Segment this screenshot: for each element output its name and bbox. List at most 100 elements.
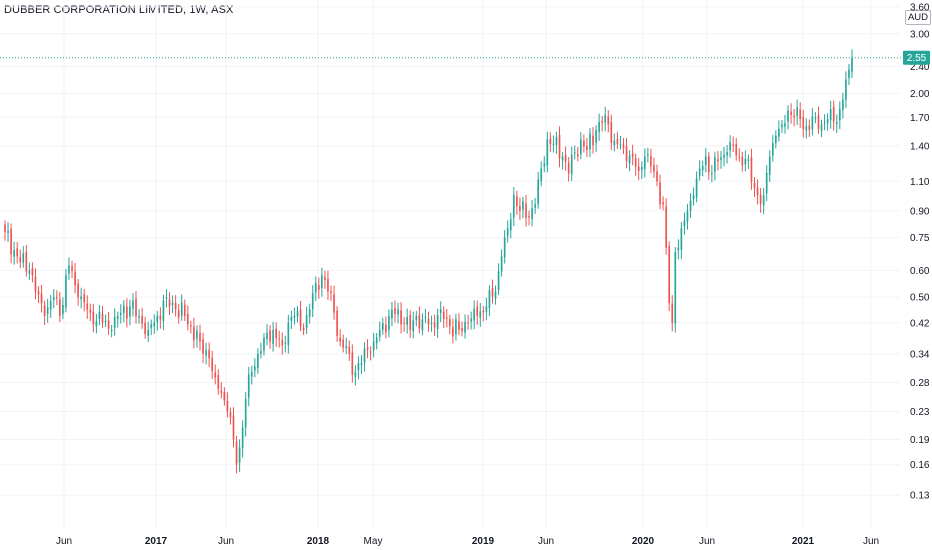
candle xyxy=(497,263,500,296)
candle xyxy=(46,298,49,323)
candle-body xyxy=(7,230,9,234)
candle xyxy=(546,131,549,173)
candle xyxy=(10,223,12,264)
candle xyxy=(119,304,122,324)
candle-body xyxy=(543,163,546,167)
candle xyxy=(848,63,850,86)
candle xyxy=(464,314,466,339)
candle-body xyxy=(522,201,524,210)
last-price-marker: 2.55 xyxy=(0,50,930,65)
candle xyxy=(729,135,731,158)
candle-body xyxy=(208,349,210,359)
candle-body xyxy=(89,309,92,313)
candle-body xyxy=(165,297,168,299)
currency-label[interactable]: AUD xyxy=(905,10,931,25)
candle xyxy=(787,105,789,130)
candle xyxy=(31,262,34,283)
candle-body xyxy=(186,314,189,325)
candle xyxy=(409,310,412,338)
candle-body xyxy=(567,162,570,174)
candle xyxy=(403,316,405,332)
candle-body xyxy=(470,318,472,322)
candle-body xyxy=(229,412,232,418)
candle-body xyxy=(781,124,783,128)
candle-body xyxy=(534,204,536,208)
candle-body xyxy=(784,123,786,127)
candle xyxy=(537,171,540,209)
candle xyxy=(823,114,826,131)
candle-body xyxy=(77,283,79,298)
candle xyxy=(482,305,485,322)
candle-body xyxy=(397,309,399,315)
candle-body xyxy=(241,427,244,449)
candle xyxy=(817,106,820,134)
candle xyxy=(455,313,457,341)
candle-body xyxy=(625,146,628,162)
candle-body xyxy=(375,337,378,344)
y-tick-label: 2.40 xyxy=(910,62,930,73)
candle xyxy=(750,148,753,190)
candle xyxy=(695,171,698,203)
candle-body xyxy=(317,285,320,290)
candle-body xyxy=(439,309,442,314)
candle xyxy=(452,318,454,344)
candle xyxy=(223,387,226,406)
candle xyxy=(418,306,421,334)
candle-body xyxy=(717,159,719,162)
candle-body xyxy=(272,330,274,344)
candle xyxy=(427,311,430,332)
candle xyxy=(598,113,600,141)
candle xyxy=(116,311,119,328)
candle-body xyxy=(162,300,165,322)
candle xyxy=(580,132,582,160)
candle-body xyxy=(10,228,12,255)
candle-body xyxy=(101,313,104,323)
candle-body xyxy=(765,172,768,194)
candle-body xyxy=(494,291,497,299)
candle xyxy=(98,304,101,326)
candle xyxy=(101,305,104,328)
candle-body xyxy=(339,337,341,342)
candle xyxy=(107,312,110,335)
candle-body xyxy=(381,323,384,330)
candle xyxy=(680,222,683,259)
candle-body xyxy=(768,156,771,175)
chart-grid xyxy=(0,0,900,528)
candle-body xyxy=(561,156,564,161)
candle-body xyxy=(756,187,759,196)
candle xyxy=(202,332,204,363)
candle-body xyxy=(22,253,25,263)
candle xyxy=(625,138,628,169)
candle-body xyxy=(378,330,381,337)
candle-body xyxy=(357,363,360,371)
candle xyxy=(753,177,756,197)
candle-body xyxy=(546,139,549,166)
candle-body xyxy=(119,312,122,315)
candle-body xyxy=(823,122,826,124)
candle xyxy=(74,263,76,294)
candle xyxy=(174,295,177,317)
candle-body xyxy=(52,297,55,301)
candle-body xyxy=(150,324,153,328)
y-tick-label: 0.28 xyxy=(910,378,930,389)
candle-body xyxy=(473,308,476,321)
candle xyxy=(433,314,436,336)
candle xyxy=(735,137,738,161)
y-tick-label: 0.50 xyxy=(910,293,930,304)
candle-body xyxy=(415,315,418,321)
candle xyxy=(674,247,677,333)
candle xyxy=(485,297,488,321)
candle-body xyxy=(729,142,731,151)
candle-body xyxy=(558,134,561,159)
candle xyxy=(653,157,655,178)
candle xyxy=(211,350,214,379)
candle-body xyxy=(814,117,817,119)
candle-body xyxy=(512,195,515,218)
candle-body xyxy=(482,310,485,313)
y-tick-label: 1.10 xyxy=(910,177,930,188)
candle xyxy=(28,262,31,280)
candle-body xyxy=(442,311,445,319)
candle-body xyxy=(92,311,95,325)
candle-body xyxy=(269,330,271,342)
